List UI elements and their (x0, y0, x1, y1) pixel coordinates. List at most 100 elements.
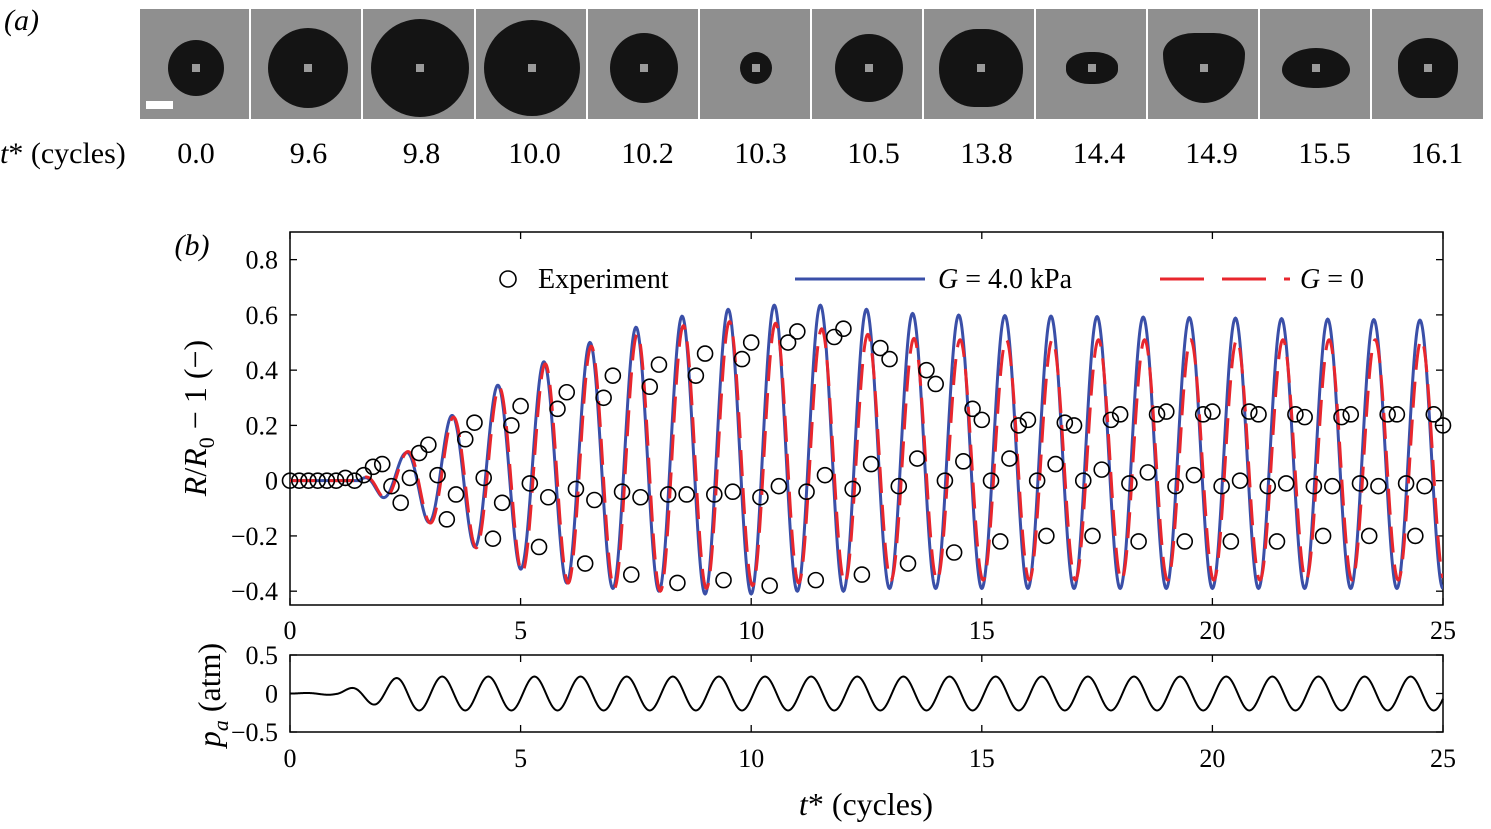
experiment-point (1010, 417, 1027, 434)
experiment-point (1176, 533, 1194, 550)
experiment-point (936, 472, 954, 489)
bubble-frame (1147, 9, 1260, 119)
bubble-highlight (1312, 64, 1321, 72)
experiment-point (955, 453, 972, 470)
radius-y-axis-label: R/R0 − 1 (−) (177, 340, 219, 497)
experiment-point (420, 436, 437, 454)
experiment-point (622, 566, 640, 583)
bubble (370, 19, 469, 117)
radius-x-tick-label: 20 (1199, 616, 1225, 645)
radius-y-tick-label: 0.4 (246, 356, 279, 385)
experiment-point (632, 488, 649, 506)
experiment-point (300, 472, 317, 489)
experiment-point (1047, 455, 1064, 473)
experiment-point (696, 345, 714, 362)
experiment-point (327, 472, 345, 489)
experiment-point (1379, 406, 1396, 423)
experiment-point (899, 555, 917, 572)
experiment-point (1084, 527, 1101, 545)
experiment-point (429, 466, 446, 484)
experiment-point (595, 389, 612, 407)
experiment-point (466, 414, 483, 431)
radius-x-tick-label: 0 (284, 616, 297, 645)
bubble-highlight (528, 64, 537, 72)
bubble (834, 34, 903, 102)
experiment-point (1416, 477, 1433, 495)
experiment-point (373, 455, 391, 473)
bubble-frame (140, 9, 252, 119)
bubble-highlight (640, 64, 649, 72)
experiment-point (908, 450, 926, 467)
experiment-point (927, 375, 944, 393)
experiment-point (779, 334, 797, 351)
legend-experiment-label: Experiment (538, 264, 669, 295)
radius-x-tick-label: 5 (514, 616, 527, 645)
pressure-x-tick-label: 20 (1199, 744, 1225, 773)
experiment-point (1065, 417, 1083, 434)
experiment-point (678, 486, 695, 503)
bubble-frame (1371, 9, 1484, 119)
experiment-point (945, 544, 963, 561)
experiment-point (1305, 477, 1323, 495)
bubble (168, 40, 224, 96)
bubble-frame (812, 9, 925, 119)
experiment-point (687, 367, 705, 384)
experiment-point (1185, 466, 1203, 484)
experiment-point (337, 469, 354, 487)
experiment-point (1268, 533, 1286, 550)
pressure-y-tick-label: −0.5 (231, 718, 278, 747)
experiment-point (613, 483, 631, 501)
experiment-point (1388, 406, 1406, 423)
radius-plot-frame (289, 231, 1444, 606)
bubble-frame (699, 9, 813, 119)
experiment-point (835, 320, 852, 338)
experiment-point (401, 469, 419, 487)
g4-series-line (290, 303, 1443, 596)
experiment-point (1351, 475, 1369, 492)
experiment-point (318, 472, 336, 489)
pressure-x-tick-label: 5 (514, 744, 527, 773)
experiment-point (1333, 408, 1350, 426)
panel-b-label: (b) (175, 229, 210, 262)
experiment-point (364, 458, 382, 476)
bubble-frame (251, 9, 364, 119)
bubble-highlight (415, 64, 424, 72)
experiment-point (752, 488, 769, 506)
frame-time-value: 9.6 (289, 137, 328, 170)
experiment-point (447, 486, 465, 503)
experiment-point (1434, 417, 1452, 434)
experiment-point (1157, 403, 1175, 420)
pressure-x-tick-label: 15 (969, 744, 995, 773)
experiment-point (383, 477, 400, 495)
pressure-y-axis-label: pa (atm) (191, 643, 233, 749)
experiment-point (715, 571, 732, 589)
x-axis-label: t* (cycles) (799, 786, 933, 822)
pressure-plot-frame (289, 654, 1444, 733)
bubble (267, 28, 348, 108)
experiment-point (410, 444, 428, 462)
experiment-point (1407, 527, 1424, 545)
frame-time-value: 9.8 (402, 137, 441, 170)
experiment-point (1194, 406, 1212, 423)
experiment-point (558, 383, 576, 401)
experiment-point (1028, 472, 1046, 489)
frame-time-value: 16.1 (1410, 137, 1464, 170)
frame-time-value: 10.3 (734, 137, 787, 170)
g0-series-line (290, 319, 1443, 593)
experiment-point (549, 400, 566, 418)
experiment-point (1019, 411, 1037, 429)
experiment-point (844, 480, 861, 498)
experiment-point (641, 378, 659, 396)
frame-time-value: 10.2 (621, 137, 674, 170)
radius-x-tick-label: 10 (738, 616, 764, 645)
frame-time-row: t* (cycles) 0.0 9.6 9.8 10.0 10.2 10.3 10.5 13.… (0, 137, 1491, 177)
experiment-point (973, 411, 991, 429)
experiment-point (1213, 477, 1230, 495)
experiment-point (576, 555, 594, 572)
experiment-point (484, 530, 502, 547)
experiment-point (1397, 475, 1415, 492)
experiment-point (1231, 472, 1249, 489)
bubble-highlight (1200, 64, 1209, 72)
experiment-point (825, 328, 843, 346)
bubble-frame (475, 9, 588, 119)
